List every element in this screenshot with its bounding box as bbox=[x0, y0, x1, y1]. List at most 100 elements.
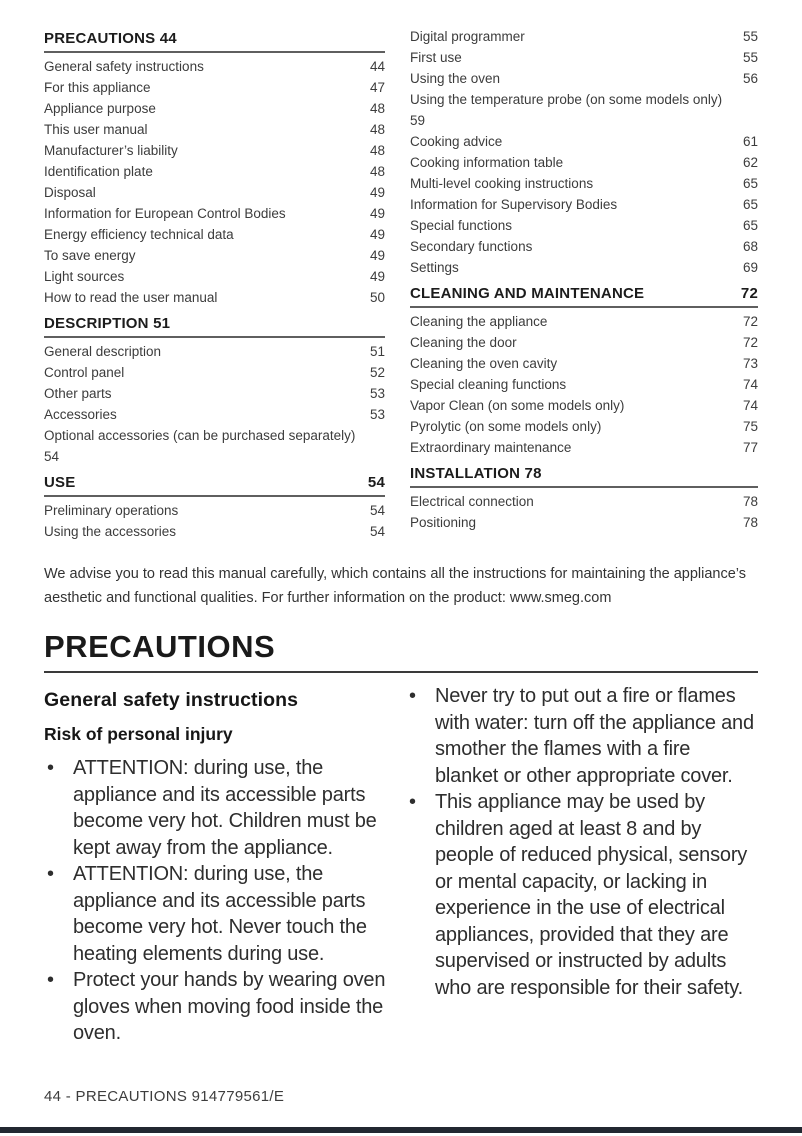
toc-entry: Electrical connection 78 bbox=[410, 491, 758, 512]
toc-entry-page: 55 bbox=[742, 50, 758, 65]
bullet-text: This appliance may be used by children a… bbox=[435, 791, 748, 999]
toc-section-page: 72 bbox=[740, 285, 758, 302]
toc-entry-page: 61 bbox=[742, 134, 758, 149]
toc-entry-label: Using the temperature probe (on some mod… bbox=[410, 92, 723, 107]
toc-section-page: 54 bbox=[367, 474, 385, 491]
toc-column-left: PRECAUTIONS 44 General safety instruction… bbox=[44, 26, 385, 548]
toc-entry-page: 65 bbox=[742, 197, 758, 212]
toc-section-title: USE bbox=[44, 474, 76, 491]
toc-entry: Accessories 53 bbox=[44, 404, 385, 425]
toc-entry: General safety instructions 44 bbox=[44, 56, 385, 77]
toc-entry-label: Digital programmer bbox=[410, 29, 525, 44]
bullet-text: ATTENTION: during use, the appliance and… bbox=[73, 863, 367, 965]
bullet-icon: • bbox=[409, 685, 416, 707]
toc-entry-label: Energy efficiency technical data bbox=[44, 227, 234, 242]
toc-entry-page: 65 bbox=[742, 218, 758, 233]
toc-entry-label: For this appliance bbox=[44, 80, 151, 95]
toc-entry-page: 53 bbox=[369, 386, 385, 401]
bullet-text: Protect your hands by wearing oven glove… bbox=[73, 969, 386, 1044]
bullet-item: • ATTENTION: during use, the appliance an… bbox=[44, 861, 389, 967]
toc-entry: Positioning 78 bbox=[410, 512, 758, 533]
toc-entry: Cooking advice 61 bbox=[410, 131, 758, 152]
toc-section: CLEANING AND MAINTENANCE 72 Cleaning the a… bbox=[410, 284, 758, 458]
toc-entry-page: 49 bbox=[369, 248, 385, 263]
toc-divider bbox=[44, 495, 385, 497]
toc-entry-label: Special cleaning functions bbox=[410, 377, 567, 392]
toc-entry: To save energy 49 bbox=[44, 245, 385, 266]
toc-entry-page: 48 bbox=[369, 101, 385, 116]
toc-entry-page: 62 bbox=[742, 155, 758, 170]
toc-entry-page: 48 bbox=[369, 164, 385, 179]
toc-entry: Cleaning the appliance 72 bbox=[410, 311, 758, 332]
toc-entry-page: 65 bbox=[742, 176, 758, 191]
bullet-item: • Never try to put out a fire or flames w… bbox=[406, 683, 758, 789]
toc-entry: How to read the user manual 50 bbox=[44, 287, 385, 308]
toc-divider bbox=[44, 51, 385, 53]
toc-entry: Information for Supervisory Bodies 65 bbox=[410, 194, 758, 215]
toc-entry-label: Cleaning the oven cavity bbox=[410, 356, 558, 371]
safety-section: General safety instructions Risk of pers… bbox=[44, 683, 758, 1047]
toc-entry-label: Cooking information table bbox=[410, 155, 564, 170]
toc-entry-page: 73 bbox=[742, 356, 758, 371]
toc-entry: Secondary functions 68 bbox=[410, 236, 758, 257]
toc-entry-page: 53 bbox=[369, 407, 385, 422]
toc-entry: Light sources 49 bbox=[44, 266, 385, 287]
toc-entry-page: 75 bbox=[742, 419, 758, 434]
toc-section-title: DESCRIPTION 51 bbox=[44, 315, 171, 332]
toc-entry-page: 48 bbox=[369, 143, 385, 158]
toc-divider bbox=[410, 486, 758, 488]
toc-entry-page: 50 bbox=[369, 290, 385, 305]
toc-entry-label: Using the accessories bbox=[44, 524, 177, 539]
toc-entry-page: 49 bbox=[369, 269, 385, 284]
toc-section-heading: CLEANING AND MAINTENANCE 72 bbox=[410, 284, 758, 303]
bullet-item: • Protect your hands by wearing oven glov… bbox=[44, 967, 389, 1047]
toc-section: USE 54 Preliminary operations 54 Using the a… bbox=[44, 473, 385, 542]
toc-entry-page: 52 bbox=[369, 365, 385, 380]
toc-entry-label: Electrical connection bbox=[410, 494, 534, 509]
toc-section-title: INSTALLATION 78 bbox=[410, 465, 542, 482]
bullet-text: ATTENTION: during use, the appliance and… bbox=[73, 757, 377, 859]
toc-section-heading: DESCRIPTION 51 bbox=[44, 314, 385, 333]
toc-entry-page: 49 bbox=[369, 185, 385, 200]
toc-column-right: Digital programmer 55 First use 55 Using the… bbox=[410, 26, 758, 548]
toc-entry: Appliance purpose 48 bbox=[44, 98, 385, 119]
toc-entry-label: Special functions bbox=[410, 218, 513, 233]
toc-entry-page: 68 bbox=[742, 239, 758, 254]
toc-entry-label: Cleaning the door bbox=[410, 335, 517, 350]
toc-entry-page: 54 bbox=[369, 503, 385, 518]
toc-section-heading: USE 54 bbox=[44, 473, 385, 492]
toc-entry-page: 49 bbox=[369, 227, 385, 242]
toc-entry: Energy efficiency technical data 49 bbox=[44, 224, 385, 245]
bullet-icon: • bbox=[47, 757, 54, 779]
toc-entry-page: 74 bbox=[742, 377, 758, 392]
bullet-list-left: • ATTENTION: during use, the appliance an… bbox=[44, 755, 389, 1047]
toc-entry: Preliminary operations 54 bbox=[44, 500, 385, 521]
toc-entry: Extraordinary maintenance 77 bbox=[410, 437, 758, 458]
toc-entry: Special functions 65 bbox=[410, 215, 758, 236]
toc-entry-page: 47 bbox=[369, 80, 385, 95]
toc-entry: Cleaning the oven cavity 73 bbox=[410, 353, 758, 374]
toc-entry-label: Information for Supervisory Bodies bbox=[410, 197, 618, 212]
advisory-paragraph: We advise you to read this manual carefu… bbox=[44, 566, 747, 606]
page-content: PRECAUTIONS 44 General safety instruction… bbox=[44, 26, 758, 1047]
bullet-item: • This appliance may be used by children … bbox=[406, 789, 758, 1001]
toc-entry-label: Identification plate bbox=[44, 164, 153, 179]
toc-entry-page: 49 bbox=[369, 206, 385, 221]
bullet-icon: • bbox=[409, 791, 416, 813]
toc-entry-label: To save energy bbox=[44, 248, 136, 263]
toc-entry: General description 51 bbox=[44, 341, 385, 362]
toc-entry-label: Preliminary operations bbox=[44, 503, 179, 518]
toc-section: PRECAUTIONS 44 General safety instruction… bbox=[44, 29, 385, 308]
toc-entry-label: Optional accessories (can be purchased s… bbox=[44, 428, 356, 443]
bullet-icon: • bbox=[47, 863, 54, 885]
toc-entry-label: Cleaning the appliance bbox=[410, 314, 548, 329]
toc-entry: Multi-level cooking instructions 65 bbox=[410, 173, 758, 194]
toc-entry-page: 54 bbox=[44, 449, 60, 464]
table-of-contents: PRECAUTIONS 44 General safety instruction… bbox=[44, 26, 758, 548]
toc-entry: Control panel 52 bbox=[44, 362, 385, 383]
bullet-list-right: • Never try to put out a fire or flames w… bbox=[406, 683, 758, 1001]
toc-entry-page: 48 bbox=[369, 122, 385, 137]
toc-entry-label: General safety instructions bbox=[44, 59, 204, 74]
toc-entry: Disposal 49 bbox=[44, 182, 385, 203]
toc-entry: First use 55 bbox=[410, 47, 758, 68]
